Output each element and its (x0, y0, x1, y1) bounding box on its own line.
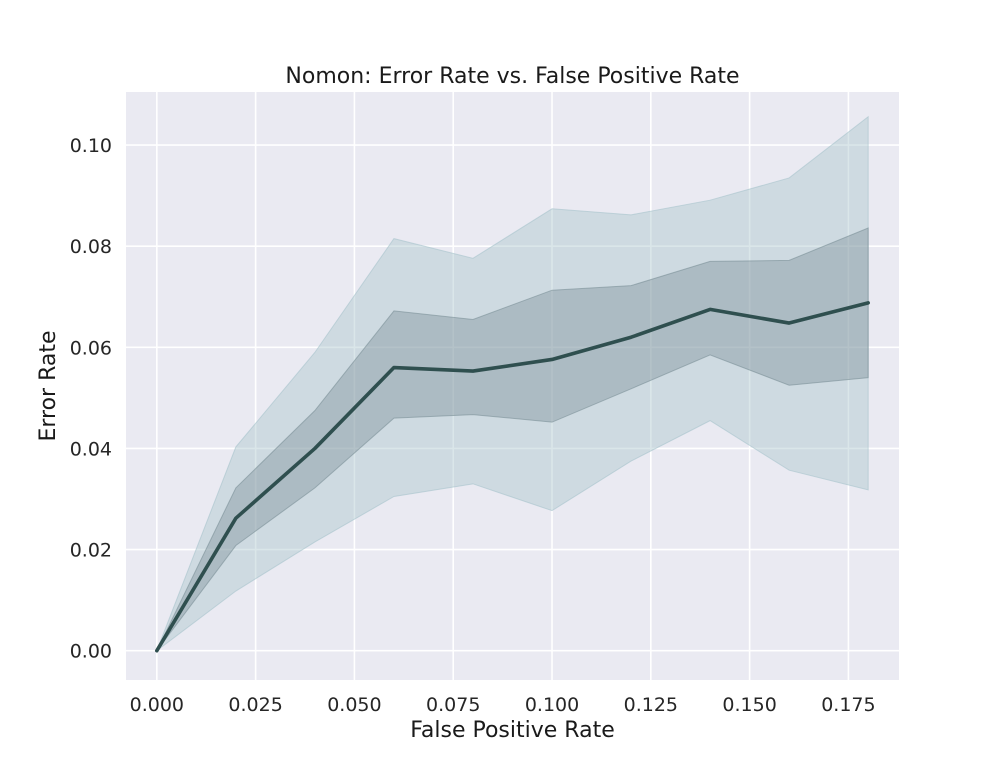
x-axis-title: False Positive Rate (410, 718, 614, 743)
y-tick-label: 0.00 (70, 641, 112, 663)
y-tick-label: 0.10 (70, 135, 112, 157)
x-tick-label: 0.025 (228, 694, 282, 716)
series-lines (155, 301, 870, 653)
x-tick-label: 0.075 (426, 694, 480, 716)
y-tick-label: 0.02 (70, 540, 112, 562)
x-tick-label: 0.150 (722, 694, 776, 716)
y-tick-labels: 0.00 0.02 0.04 0.06 0.08 0.10 (70, 135, 112, 663)
y-tick-label: 0.04 (70, 438, 112, 460)
y-axis-title: Error Rate (36, 330, 61, 441)
x-tick-label: 0.125 (624, 694, 678, 716)
x-tick-label: 0.175 (821, 694, 875, 716)
x-tick-label: 0.050 (327, 694, 381, 716)
x-tick-labels: 0.000 0.025 0.050 0.075 0.100 0.125 0.150 0.175 (130, 694, 876, 716)
x-tick-label: 0.100 (525, 694, 579, 716)
chart-title: Nomon: Error Rate vs. False Positive Rat… (285, 64, 739, 89)
y-tick-label: 0.06 (70, 337, 112, 359)
series-line (155, 301, 870, 653)
grid-lines (126, 92, 899, 680)
x-tick-label: 0.000 (130, 694, 184, 716)
y-tick-label: 0.08 (70, 236, 112, 258)
